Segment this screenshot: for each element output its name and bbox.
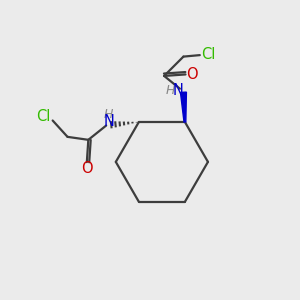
Text: N: N: [173, 83, 184, 98]
Text: H: H: [103, 108, 112, 121]
Text: N: N: [104, 115, 115, 130]
Text: H: H: [165, 84, 175, 97]
Text: O: O: [81, 161, 93, 176]
Polygon shape: [181, 92, 186, 122]
Text: Cl: Cl: [202, 47, 216, 62]
Text: Cl: Cl: [37, 110, 51, 124]
Text: O: O: [186, 67, 198, 82]
